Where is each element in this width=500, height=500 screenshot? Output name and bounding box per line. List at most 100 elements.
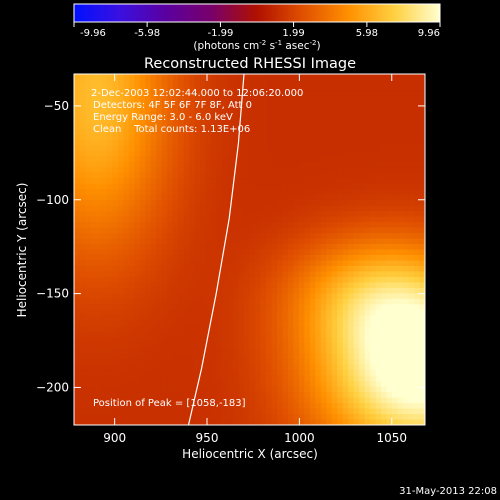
heatmap-pixel	[244, 392, 251, 399]
heatmap-pixel	[293, 117, 300, 124]
heatmap-pixel	[381, 90, 388, 97]
heatmap-pixel	[244, 298, 251, 305]
heatmap-pixel	[364, 233, 371, 240]
heatmap-pixel	[227, 123, 234, 130]
heatmap-pixel	[271, 139, 278, 146]
heatmap-pixel	[216, 95, 223, 103]
heatmap-pixel	[276, 392, 283, 399]
heatmap-pixel	[254, 348, 262, 355]
heatmap-pixel	[276, 276, 283, 283]
heatmap-pixel	[205, 95, 212, 103]
heatmap-pixel	[112, 117, 119, 124]
heatmap-pixel	[254, 134, 262, 141]
heatmap-pixel	[189, 414, 196, 421]
heatmap-pixel	[134, 172, 141, 179]
heatmap-pixel	[249, 359, 256, 366]
heatmap-pixel	[117, 370, 124, 377]
heatmap-pixel	[79, 123, 86, 130]
heatmap-pixel	[161, 178, 168, 185]
heatmap-pixel	[359, 254, 366, 262]
heatmap-pixel	[309, 282, 316, 289]
heatmap-pixel	[359, 79, 366, 86]
heatmap-pixel	[227, 298, 234, 305]
heatmap-pixel	[403, 249, 410, 256]
heatmap-pixel	[287, 392, 294, 399]
heatmap-pixel	[298, 353, 305, 360]
heatmap-pixel	[205, 260, 212, 267]
heatmap-pixel	[359, 134, 366, 141]
heatmap-pixel	[178, 397, 185, 404]
heatmap-pixel	[200, 298, 207, 305]
heatmap-pixel	[178, 167, 185, 174]
heatmap-pixel	[238, 128, 245, 135]
colorbar-tick-label: -5.98	[134, 28, 160, 39]
heatmap-pixel	[320, 216, 327, 223]
heatmap-pixel	[172, 150, 179, 157]
heatmap-pixel	[79, 189, 86, 196]
heatmap-pixel	[381, 282, 388, 289]
heatmap-pixel	[304, 123, 311, 130]
heatmap-pixel	[359, 375, 366, 382]
heatmap-pixel	[150, 293, 157, 300]
heatmap-pixel	[200, 74, 207, 81]
heatmap-pixel	[189, 95, 196, 103]
heatmap-pixel	[254, 293, 262, 300]
heatmap-pixel	[304, 397, 311, 404]
heatmap-pixel	[342, 172, 349, 179]
heatmap-pixel	[227, 315, 234, 322]
heatmap-pixel	[403, 172, 410, 179]
heatmap-pixel	[194, 117, 201, 124]
heatmap-pixel	[194, 238, 201, 245]
heatmap-pixel	[331, 145, 338, 152]
heatmap-pixel	[271, 167, 278, 174]
heatmap-pixel	[265, 134, 273, 141]
heatmap-pixel	[84, 293, 92, 300]
heatmap-pixel	[117, 106, 124, 113]
heatmap-pixel	[205, 375, 212, 382]
heatmap-pixel	[276, 309, 283, 316]
heatmap-pixel	[178, 348, 185, 355]
heatmap-pixel	[414, 161, 421, 168]
heatmap-pixel	[271, 260, 278, 267]
heatmap-pixel	[414, 359, 421, 366]
heatmap-pixel	[326, 150, 333, 157]
heatmap-pixel	[414, 276, 421, 283]
heatmap-pixel	[370, 348, 377, 355]
heatmap-pixel	[117, 101, 124, 108]
heatmap-pixel	[326, 178, 333, 185]
heatmap-pixel	[84, 134, 92, 141]
heatmap-pixel	[238, 353, 245, 360]
heatmap-pixel	[298, 123, 305, 130]
heatmap-pixel	[123, 397, 130, 404]
heatmap-pixel	[298, 216, 305, 223]
heatmap-pixel	[392, 265, 399, 273]
heatmap-pixel	[353, 194, 360, 201]
heatmap-pixel	[364, 238, 371, 245]
heatmap-pixel	[353, 271, 360, 278]
heatmap-pixel	[139, 260, 146, 267]
heatmap-pixel	[249, 375, 256, 382]
heatmap-pixel	[145, 112, 152, 119]
heatmap-pixel	[381, 359, 388, 366]
heatmap-pixel	[74, 276, 81, 283]
heatmap-pixel	[172, 183, 179, 190]
heatmap-pixel	[265, 139, 273, 146]
heatmap-pixel	[397, 353, 404, 360]
heatmap-pixel	[370, 359, 377, 366]
heatmap-pixel	[90, 419, 97, 425]
heatmap-pixel	[370, 167, 377, 174]
heatmap-pixel	[414, 84, 421, 92]
heatmap-pixel	[249, 156, 256, 163]
heatmap-pixel	[134, 337, 141, 344]
heatmap-pixel	[271, 216, 278, 223]
heatmap-pixel	[364, 216, 371, 223]
heatmap-pixel	[375, 233, 382, 240]
heatmap-pixel	[298, 205, 305, 212]
heatmap-pixel	[145, 364, 152, 371]
heatmap-pixel	[216, 161, 223, 168]
heatmap-pixel	[326, 112, 333, 119]
heatmap-pixel	[359, 145, 366, 152]
heatmap-pixel	[254, 106, 262, 113]
heatmap-pixel	[309, 408, 316, 415]
heatmap-pixel	[260, 282, 267, 289]
